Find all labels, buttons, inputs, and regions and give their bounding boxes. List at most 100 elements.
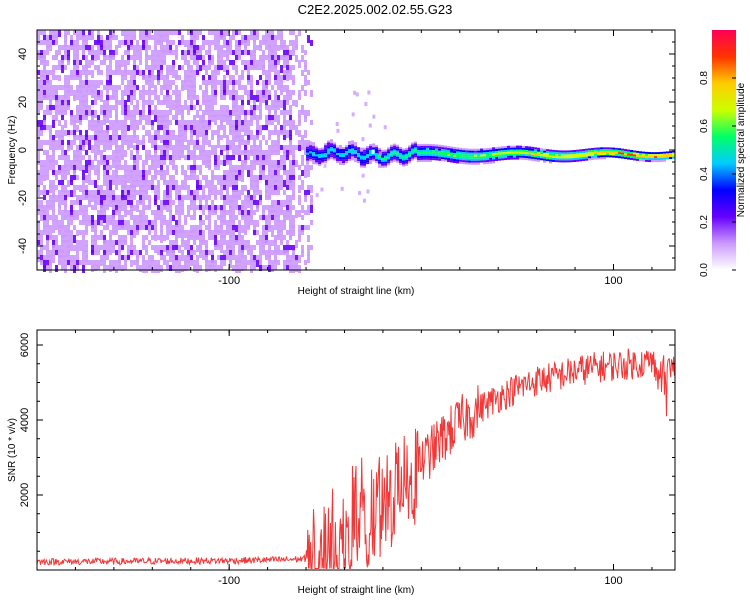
heatmap-cell [109, 200, 112, 207]
heatmap-cell [501, 150, 505, 153]
heatmap-cell [178, 145, 181, 151]
heatmap-cell [115, 115, 118, 123]
heatmap-cell [70, 170, 73, 175]
heatmap-cell [52, 245, 55, 251]
heatmap-cell [202, 210, 205, 218]
heatmap-cell [64, 40, 67, 47]
heatmap-cell [627, 155, 631, 158]
heatmap-cell [256, 75, 259, 82]
heatmap-cell [163, 110, 166, 117]
heatmap-cell [244, 70, 247, 78]
heatmap-cell [115, 170, 118, 178]
heatmap-cell [157, 80, 160, 85]
heatmap-cell [190, 150, 193, 157]
heatmap-cell [202, 240, 205, 248]
heatmap-cell [202, 140, 205, 145]
heatmap-cell [64, 35, 67, 42]
heatmap-cell [223, 190, 226, 197]
heatmap-cell [321, 147, 325, 150]
heatmap-cell [310, 165, 313, 170]
heatmap-cell [250, 205, 253, 213]
heatmap-cell [202, 100, 205, 106]
heatmap-cell [522, 155, 526, 158]
heatmap-cell [226, 95, 229, 102]
heatmap-cell [289, 55, 292, 61]
heatmap-cell [190, 140, 193, 147]
heatmap-cell [208, 180, 211, 185]
heatmap-cell [85, 100, 88, 107]
heatmap-cell [220, 175, 223, 181]
heatmap-cell [187, 190, 190, 195]
heatmap-cell [70, 150, 73, 158]
heatmap-cell [244, 175, 247, 182]
heatmap-cell [304, 260, 307, 265]
heatmap-cell [184, 255, 187, 263]
heatmap-cell [64, 110, 67, 115]
heatmap-cell [226, 200, 229, 205]
heatmap-cell [507, 157, 511, 160]
heatmap-cell [130, 75, 133, 83]
heatmap-cell [112, 45, 115, 52]
heatmap-cell [196, 135, 199, 140]
heatmap-cell [154, 215, 157, 223]
heatmap-cell [178, 40, 181, 47]
heatmap-cell [298, 110, 301, 118]
heatmap-cell [474, 154, 478, 157]
heatmap-cell [94, 235, 97, 241]
heatmap-cell [280, 210, 283, 215]
heatmap-cell [375, 157, 379, 160]
heatmap-cell [40, 80, 43, 88]
heatmap-cell [88, 80, 91, 88]
heatmap-cell [411, 148, 415, 151]
heatmap-cell [381, 163, 385, 166]
heatmap-cell [232, 170, 235, 177]
heatmap-cell [169, 135, 172, 140]
heatmap-cell [199, 165, 202, 173]
heatmap-cell [594, 153, 598, 156]
heatmap-cell [190, 80, 193, 88]
heatmap-cell [474, 156, 478, 159]
heatmap-cell [292, 100, 295, 106]
heatmap-cell [244, 75, 247, 80]
heatmap-cell [241, 70, 244, 78]
heatmap-cell [148, 240, 151, 246]
heatmap-cell [226, 265, 229, 272]
heatmap-cell [160, 210, 163, 216]
heatmap-cell [148, 265, 151, 271]
heatmap-cell [178, 75, 181, 81]
heatmap-cell [196, 55, 199, 60]
heatmap-cell [262, 120, 265, 125]
heatmap-cell [85, 130, 88, 137]
heatmap-cell [426, 153, 430, 156]
heatmap-cell [91, 115, 94, 122]
heatmap-cell [447, 154, 451, 157]
heatmap-cell [211, 100, 214, 105]
heatmap-cell [220, 150, 223, 156]
heatmap-cell [220, 40, 223, 48]
heatmap-cell [136, 145, 139, 153]
heatmap-cell [537, 147, 541, 150]
heatmap-cell [175, 75, 178, 83]
heatmap-cell [232, 180, 235, 185]
heatmap-cell [259, 65, 262, 70]
heatmap-cell [91, 250, 94, 255]
heatmap-cell [127, 225, 130, 232]
heatmap-cell [169, 75, 172, 82]
heatmap-cell [324, 157, 328, 160]
heatmap-cell [133, 40, 136, 48]
heatmap-cell [223, 130, 226, 138]
heatmap-cell [483, 150, 487, 153]
heatmap-cell [85, 55, 88, 60]
heatmap-cell [136, 205, 139, 212]
heatmap-cell [226, 215, 229, 221]
heatmap-cell [178, 100, 181, 107]
heatmap-cell [244, 130, 247, 136]
heatmap-cell [286, 110, 289, 117]
heatmap-cell [49, 215, 52, 222]
heatmap-cell [262, 90, 265, 98]
heatmap-cell [112, 135, 115, 140]
heatmap-cell [265, 200, 268, 205]
heatmap-cell [238, 175, 241, 181]
heatmap-cell [465, 150, 469, 153]
heatmap-cell [244, 170, 247, 175]
